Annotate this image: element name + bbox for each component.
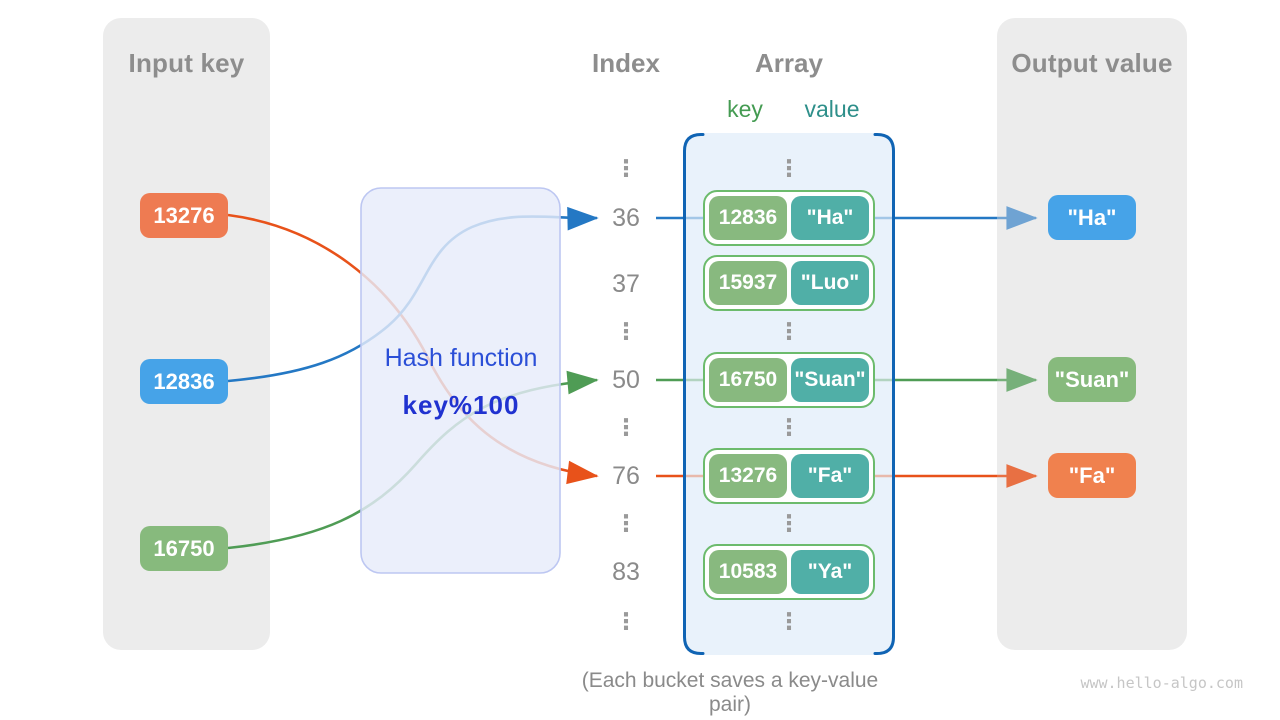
array-header: Array (755, 48, 823, 78)
index-value: 37 (612, 270, 640, 298)
key-header: key (727, 96, 763, 122)
ellipsis-icon: ⋮ (614, 608, 638, 634)
index-header: Index (592, 48, 660, 78)
ellipsis-icon: ⋮ (614, 318, 638, 344)
output-value-panel: Output value (997, 18, 1187, 650)
hash-function-box (360, 187, 561, 574)
ellipsis-icon: ⋮ (614, 155, 638, 181)
pair-key: 13276 (709, 454, 787, 498)
index-value: 76 (612, 462, 640, 490)
bucket-pair: 13276 "Fa" (703, 448, 875, 504)
ellipsis-icon: ⋮ (777, 510, 801, 536)
output-value-chip: "Suan" (1048, 357, 1136, 402)
output-value-panel-title: Output value (1011, 48, 1173, 78)
array-bracket-left (683, 133, 705, 655)
hash-formula: key%100 (402, 390, 520, 420)
bucket-pair: 15937 "Luo" (703, 255, 875, 311)
pair-value: "Suan" (791, 358, 869, 402)
pair-value: "Ya" (791, 550, 869, 594)
pair-key: 15937 (709, 261, 787, 305)
ellipsis-icon: ⋮ (777, 608, 801, 634)
input-key-chip: 16750 (140, 526, 228, 571)
pair-key: 10583 (709, 550, 787, 594)
ellipsis-icon: ⋮ (614, 414, 638, 440)
bucket-pair: 10583 "Ya" (703, 544, 875, 600)
watermark: www.hello-algo.com (1080, 674, 1243, 692)
value-header: value (804, 96, 860, 122)
array-bracket-right (873, 133, 895, 655)
index-value: 50 (612, 366, 640, 394)
pair-key: 12836 (709, 196, 787, 240)
index-value: 36 (612, 204, 640, 232)
hash-function-label: Hash function (384, 344, 538, 372)
bucket-pair: 16750 "Suan" (703, 352, 875, 408)
bucket-pair: 12836 "Ha" (703, 190, 875, 246)
ellipsis-icon: ⋮ (777, 414, 801, 440)
output-value-chip: "Ha" (1048, 195, 1136, 240)
caption: (Each bucket saves a key-value pair) (581, 669, 879, 716)
output-value-chip: "Fa" (1048, 453, 1136, 498)
pair-key: 16750 (709, 358, 787, 402)
ellipsis-icon: ⋮ (777, 318, 801, 344)
pair-value: "Fa" (791, 454, 869, 498)
input-key-chip: 13276 (140, 193, 228, 238)
input-key-panel-title: Input key (128, 48, 245, 78)
pair-value: "Luo" (791, 261, 869, 305)
ellipsis-icon: ⋮ (614, 510, 638, 536)
pair-value: "Ha" (791, 196, 869, 240)
input-key-chip: 12836 (140, 359, 228, 404)
index-value: 83 (612, 558, 640, 586)
ellipsis-icon: ⋮ (777, 155, 801, 181)
